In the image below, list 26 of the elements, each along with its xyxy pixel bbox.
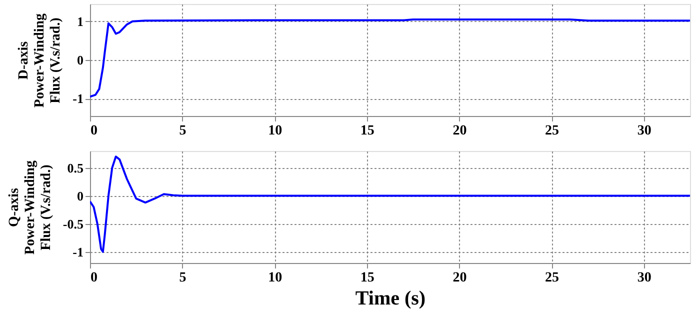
y-tick-label: -1 bbox=[72, 91, 84, 106]
x-tick-label: 10 bbox=[268, 270, 282, 286]
y-tick-label: 1 bbox=[77, 14, 84, 29]
x-tick-label: 30 bbox=[637, 270, 652, 286]
x-tick-label: 30 bbox=[637, 124, 652, 138]
x-tick-label: 15 bbox=[360, 124, 374, 138]
y-tick-label: 0.5 bbox=[67, 160, 84, 176]
x-tick-label: 0 bbox=[90, 124, 98, 138]
x-tick-label: 0 bbox=[90, 270, 98, 286]
y-tick-label: -1 bbox=[72, 244, 84, 260]
x-tick-label: 20 bbox=[452, 124, 467, 138]
x-axis-title: Time (s) bbox=[355, 288, 426, 310]
y-tick-label: -0.5 bbox=[62, 216, 84, 232]
y-axis-title: D-axis Power-Winding Flux (V.s/rad.) bbox=[16, 13, 64, 108]
y-tick-label: 0 bbox=[77, 52, 84, 68]
x-tick-label: 5 bbox=[179, 124, 186, 138]
y-axis-title: Q-axis Power-Winding Flux (V.s/rad.) bbox=[6, 160, 54, 255]
line-series bbox=[90, 156, 690, 253]
x-tick-label: 25 bbox=[545, 124, 560, 138]
y-tick-label: 0 bbox=[77, 188, 84, 204]
x-tick-label: 15 bbox=[360, 270, 374, 286]
line-series bbox=[90, 18, 690, 98]
x-tick-label: 10 bbox=[268, 124, 282, 138]
x-tick-label: 25 bbox=[545, 270, 560, 286]
x-tick-label: 5 bbox=[179, 270, 186, 286]
x-tick-label: 20 bbox=[452, 270, 467, 286]
